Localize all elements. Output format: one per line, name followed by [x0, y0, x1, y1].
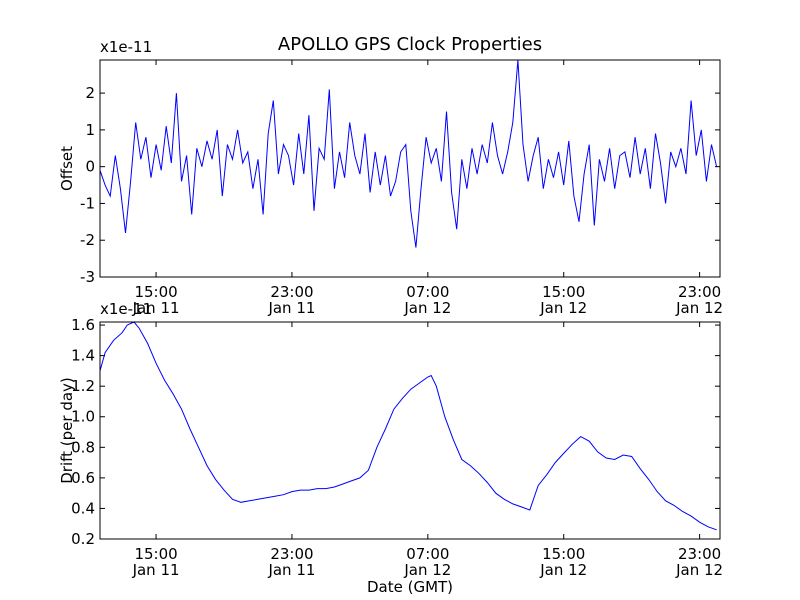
x-tick-time-label: 15:00: [134, 283, 177, 301]
y-tick-label: 0.8: [71, 438, 95, 456]
x-tick-time-label: 23:00: [270, 283, 313, 301]
x-tick-date-label: Jan 12: [403, 299, 451, 317]
y-tick-label: 0.2: [71, 530, 95, 548]
y-tick-label: 0.4: [71, 499, 95, 517]
y-tick-label: -2: [80, 231, 95, 249]
x-tick-date-label: Jan 12: [675, 561, 723, 579]
x-tick-time-label: 15:00: [542, 545, 585, 563]
x-tick-date-label: Jan 12: [675, 299, 723, 317]
y-tick-label: 0.6: [71, 469, 95, 487]
y-tick-label: 0: [85, 158, 95, 176]
plot-frame: [99, 321, 721, 540]
x-tick-time-label: 07:00: [406, 545, 449, 563]
y-axis-label: Offset: [58, 146, 76, 191]
x-tick-date-label: Jan 12: [539, 561, 587, 579]
x-tick-date-label: Jan 12: [539, 299, 587, 317]
y-tick-label: 1.6: [71, 316, 95, 334]
x-tick-date-label: Jan 11: [267, 561, 315, 579]
x-tick-time-label: 23:00: [678, 545, 721, 563]
y-axis-label: Drift (per day): [58, 377, 76, 484]
x-tick-time-label: 15:00: [542, 283, 585, 301]
x-tick-date-label: Jan 12: [403, 561, 451, 579]
series-line-0: [99, 321, 717, 531]
axis-exponent-label: x1e-11: [100, 300, 152, 318]
y-tick-label: 1.0: [71, 408, 95, 426]
chart-title: APOLLO GPS Clock Properties: [278, 34, 542, 55]
series-line-0: [99, 59, 718, 248]
axis-exponent-label: x1e-11: [100, 38, 152, 56]
x-tick-date-label: Jan 11: [267, 299, 315, 317]
y-tick-label: -3: [80, 268, 95, 286]
y-tick-label: 1: [85, 121, 95, 139]
x-tick-time-label: 07:00: [406, 283, 449, 301]
x-tick-date-label: Jan 11: [132, 299, 180, 317]
x-tick-date-label: Jan 11: [132, 561, 180, 579]
x-tick-time-label: 23:00: [678, 283, 721, 301]
x-tick-time-label: 15:00: [134, 545, 177, 563]
plot-frame: [99, 59, 721, 278]
y-tick-label: 1.2: [71, 377, 95, 395]
x-axis-label: Date (GMT): [367, 578, 453, 596]
y-tick-label: 2: [85, 84, 95, 102]
x-tick-time-label: 23:00: [270, 545, 313, 563]
y-tick-label: -1: [80, 194, 95, 212]
y-tick-label: 1.4: [71, 347, 95, 365]
